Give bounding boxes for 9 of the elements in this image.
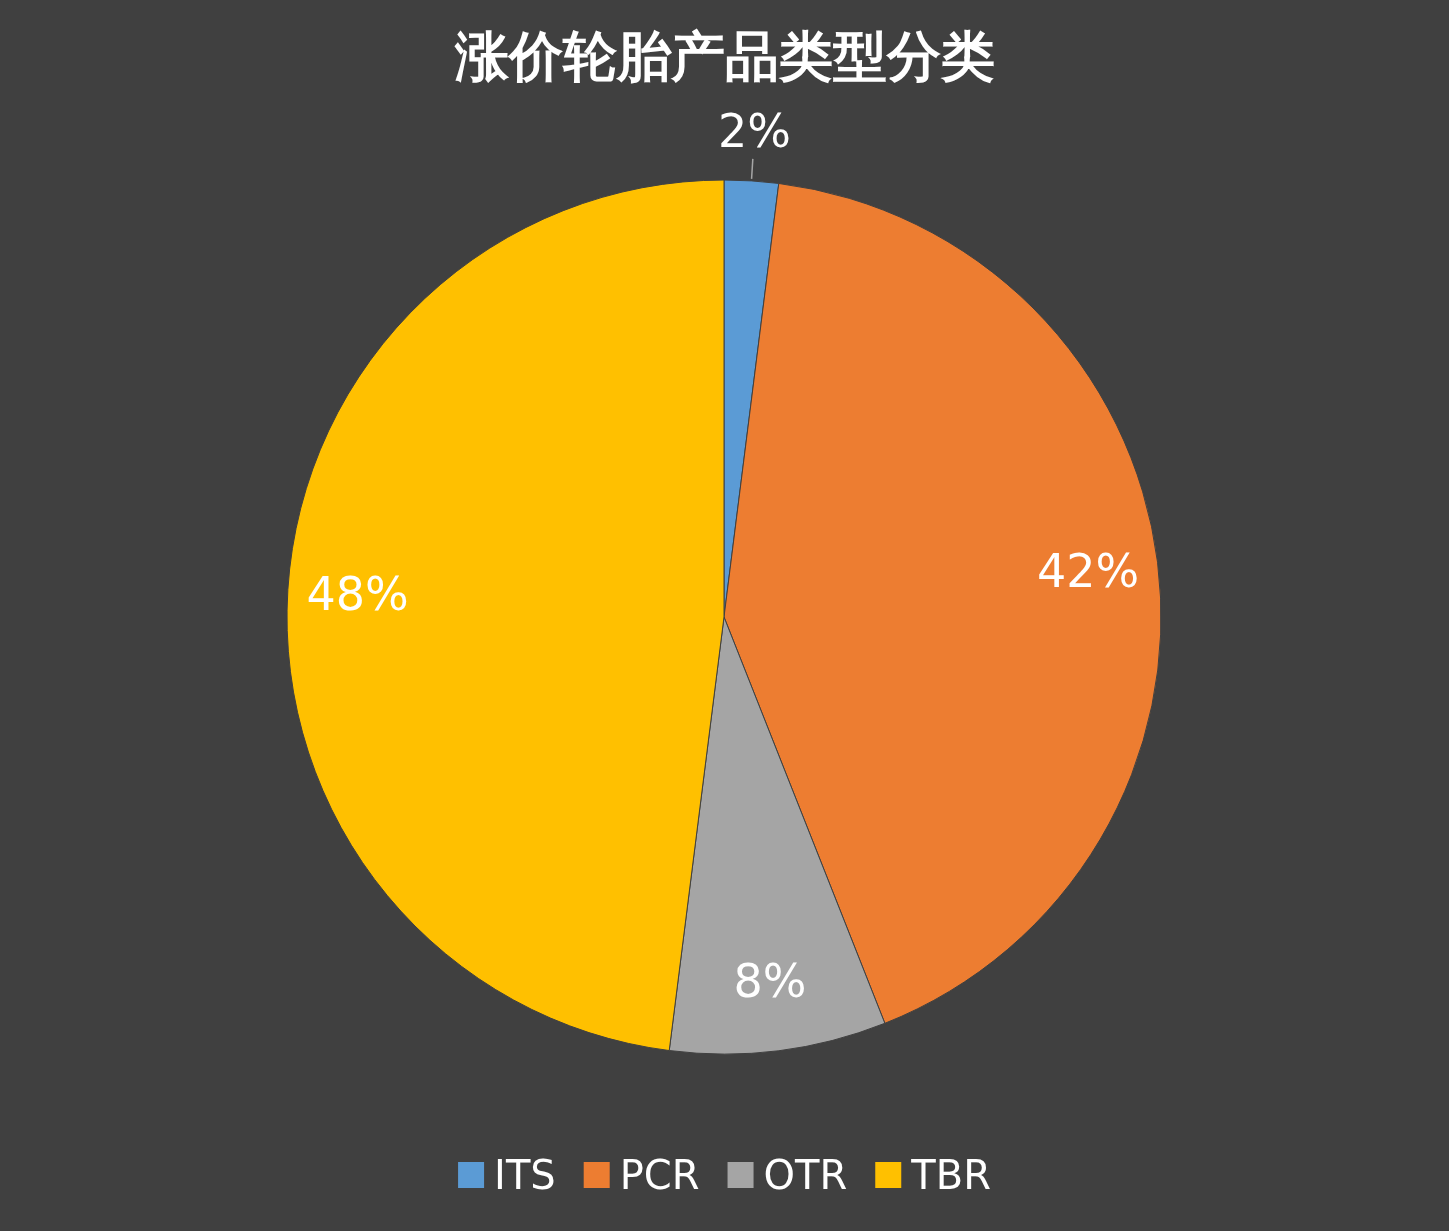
legend-label: PCR [619,1152,700,1198]
chart-title: 涨价轮胎产品类型分类 [453,25,995,88]
legend-label: ITS [494,1152,556,1198]
data-label: 42% [1037,543,1140,598]
data-label: 2% [718,103,792,158]
legend-label: TBR [910,1152,991,1198]
data-label: 8% [733,954,807,1009]
data-label: 48% [306,566,409,621]
legend-label: OTR [763,1152,848,1198]
